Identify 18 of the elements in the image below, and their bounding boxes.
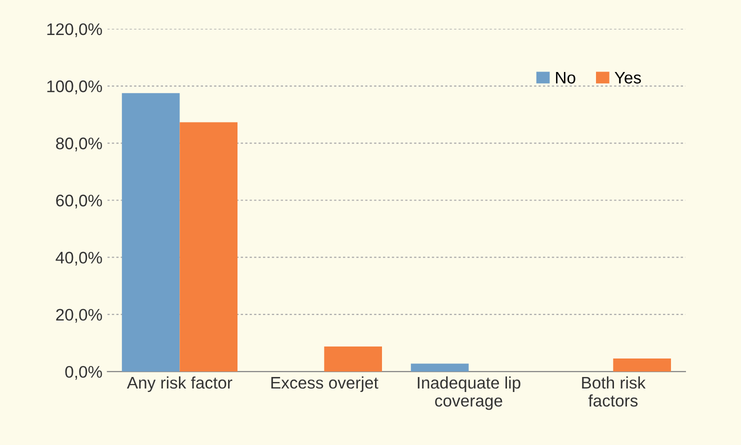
y-tick-label: 40,0%: [56, 252, 102, 266]
bar: [122, 93, 180, 372]
y-tick-label: 100,0%: [47, 80, 102, 94]
y-tick-label: 0,0%: [65, 366, 102, 380]
y-tick-label: 60,0%: [56, 194, 102, 208]
x-tick-label: Excess overjet: [271, 376, 378, 392]
bar: [410, 364, 469, 372]
legend-label: No: [556, 72, 576, 84]
y-tick-label: 80,0%: [56, 138, 102, 152]
y-tick-label: 20,0%: [56, 308, 102, 323]
x-tick-label: Inadequate lip coverage: [418, 376, 520, 410]
bar: [613, 358, 671, 372]
bar: [324, 346, 382, 372]
legend-label: Yes: [614, 72, 641, 84]
x-tick-label: Both risk factors: [582, 376, 646, 407]
y-tick-label: 120,0%: [47, 23, 102, 38]
bar: [180, 122, 238, 372]
x-tick-label: Any risk factor: [126, 376, 232, 392]
